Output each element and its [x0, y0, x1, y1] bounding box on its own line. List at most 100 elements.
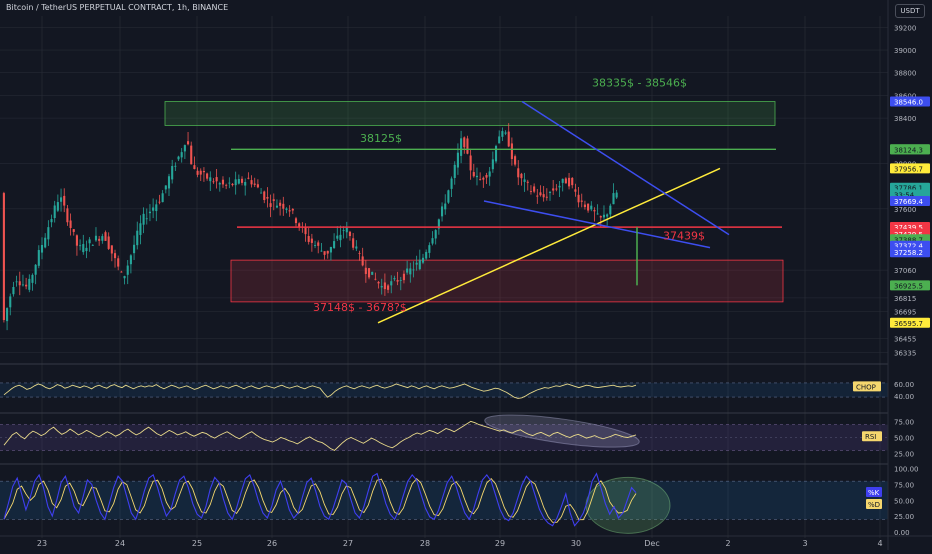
- price-tag-label: 38546.0: [894, 99, 923, 107]
- price-tick-label: 36695: [894, 309, 916, 317]
- candle-body: [164, 185, 167, 190]
- time-tick-label: 4: [877, 539, 882, 548]
- candle-body: [415, 262, 418, 265]
- candle-body: [183, 145, 186, 152]
- price-tag-box: [890, 163, 930, 174]
- candle-body: [142, 213, 145, 225]
- chop-band: [0, 382, 888, 398]
- candle-body: [577, 194, 580, 203]
- candle-body: [196, 170, 199, 175]
- candle-body: [587, 203, 590, 211]
- demand-zone: [230, 259, 784, 303]
- price-tag-label: 37669.4: [894, 198, 923, 206]
- candle-body: [437, 219, 440, 229]
- candle-body: [472, 172, 475, 177]
- candle-body: [561, 178, 564, 183]
- price-tag-label: 36595.7: [894, 320, 923, 328]
- candle-body: [406, 268, 409, 273]
- candle-body: [28, 278, 31, 290]
- supply-zone-label: 38335$ - 38546$: [592, 76, 687, 89]
- candle-body: [275, 205, 278, 208]
- price-tag-box: [890, 280, 930, 291]
- time-tick-label: 2: [725, 539, 730, 548]
- candle-body: [352, 238, 355, 248]
- demand-zone-label: 37148$ - 3678?$: [313, 301, 407, 314]
- candle-body: [320, 250, 323, 252]
- price-tag-label: 37258.2: [894, 249, 923, 257]
- candle-body: [82, 244, 85, 253]
- price-tag-label: 37439.5: [894, 224, 923, 232]
- candle-body: [107, 236, 110, 249]
- candle-body: [247, 177, 250, 179]
- candle-body: [555, 188, 558, 190]
- stoch-k-tag-box: [866, 487, 882, 497]
- candle-body: [85, 247, 88, 252]
- rsi-tick-label: 75.00: [894, 418, 914, 426]
- candle-body: [148, 211, 151, 214]
- stoch-tick-label: 0.00: [894, 529, 910, 537]
- candle-body: [523, 179, 526, 182]
- candle-body: [568, 177, 571, 187]
- time-tick-label: 3: [802, 539, 807, 548]
- candle-body: [323, 251, 326, 255]
- price-tag-label: 33:54: [894, 191, 915, 199]
- rsi-band: [0, 424, 888, 451]
- candle-body: [329, 246, 332, 253]
- candle-body: [371, 271, 374, 275]
- candle-body: [221, 179, 225, 185]
- candle-body: [240, 178, 244, 183]
- candle-body: [63, 195, 66, 206]
- candle-body: [44, 237, 47, 248]
- price-tag-label: 37786.1: [894, 185, 923, 193]
- candle-body: [272, 199, 275, 201]
- time-tick-label: 27: [343, 539, 353, 548]
- price-tick-label: 36335: [894, 349, 916, 357]
- candle-body: [56, 202, 59, 211]
- candle-body: [139, 223, 142, 235]
- price-tag-box: [890, 247, 930, 258]
- candle-body: [94, 235, 98, 241]
- candle-body: [339, 234, 342, 241]
- stoch-tick-label: 25.00: [894, 513, 914, 521]
- candle-body: [314, 244, 317, 246]
- stoch-tick-label: 100.00: [894, 466, 919, 474]
- candle-body: [18, 281, 21, 286]
- price-tag-box: [890, 144, 930, 155]
- candle-body: [599, 216, 602, 218]
- currency-button[interactable]: USDT: [895, 4, 925, 18]
- candle-body: [177, 156, 180, 160]
- price-tick-label: 38600: [894, 92, 916, 100]
- candle-body: [558, 185, 561, 188]
- chop-tick-label: 60.00: [894, 381, 914, 389]
- candle-body: [529, 191, 532, 192]
- rsi-highlight-ellipse: [484, 414, 640, 448]
- candle-body: [463, 137, 466, 148]
- candle-body: [228, 182, 231, 184]
- candle-body: [260, 192, 263, 194]
- candle-body: [514, 156, 517, 165]
- candle-body: [263, 191, 266, 201]
- stoch-highlight-ellipse: [585, 476, 671, 534]
- candle-body: [466, 138, 469, 154]
- chop-line: [3, 383, 637, 399]
- candle-body: [504, 132, 507, 134]
- price-tick-label: 36815: [894, 295, 916, 303]
- candle-body: [202, 171, 205, 173]
- candle-body: [6, 308, 9, 322]
- candle-body: [218, 183, 221, 185]
- candle-body: [113, 253, 117, 259]
- candle-body: [72, 229, 75, 232]
- candle-body: [310, 238, 313, 243]
- candle-body: [564, 178, 567, 184]
- level-37439-label: 37439$: [663, 229, 705, 242]
- candle-body: [256, 184, 259, 188]
- candle-body: [158, 201, 161, 203]
- candle-body: [377, 281, 380, 284]
- candle-body: [542, 194, 545, 198]
- candle-body: [269, 203, 272, 207]
- candle-body: [409, 268, 412, 275]
- candle-body: [15, 281, 18, 283]
- price-tag-label: 37956.7: [894, 165, 923, 173]
